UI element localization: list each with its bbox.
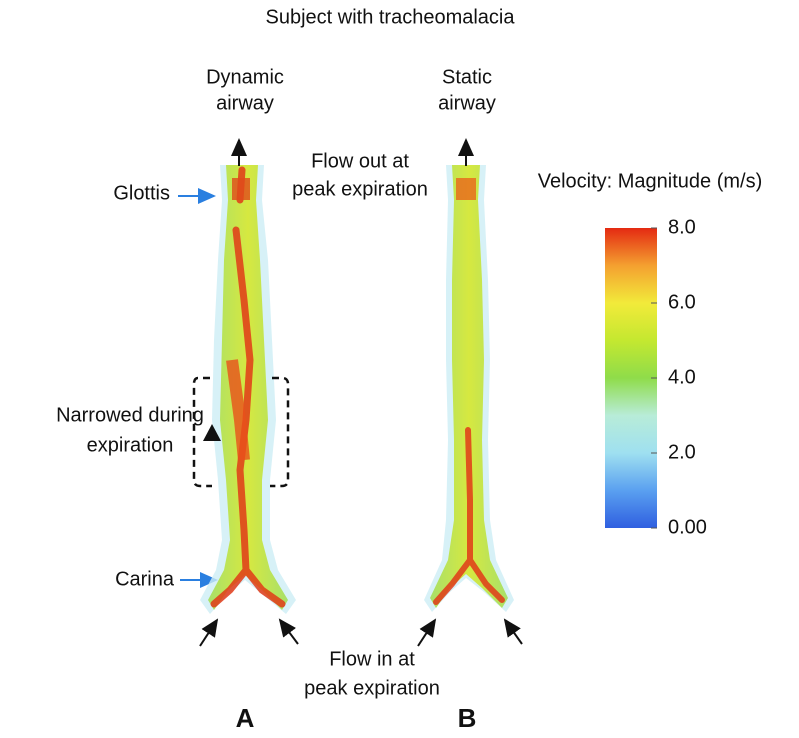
colorbar-tick-label: 6.0 <box>668 291 696 313</box>
annotation: peak expiration <box>304 677 440 699</box>
annotation: expiration <box>87 434 174 456</box>
annotation: peak expiration <box>292 178 428 200</box>
colorbar-tick-label: 8.0 <box>668 216 696 238</box>
narrowing-bracket <box>192 376 290 488</box>
colorbar-title: Velocity: Magnitude (m/s) <box>538 170 763 192</box>
panel-heading: Static <box>442 66 492 88</box>
figure-title: Subject with tracheomalacia <box>265 6 515 28</box>
panel-label: A <box>236 703 255 733</box>
colorbar-tick-label: 0.00 <box>668 516 707 538</box>
airway-dynamic <box>200 165 296 614</box>
colorbar-scale <box>605 228 657 528</box>
annotation: Flow in at <box>329 648 415 670</box>
colorbar-tick-label: 4.0 <box>668 366 696 388</box>
colorbar-tick-label: 2.0 <box>668 441 696 463</box>
airway-static <box>424 165 514 612</box>
panel-heading: Dynamic <box>206 66 284 88</box>
panel-heading: airway <box>438 92 496 114</box>
annotation: Carina <box>115 568 175 590</box>
colorbar: 8.0 6.0 4.0 2.0 0.00 <box>605 216 707 538</box>
flow-arrows <box>199 138 523 647</box>
annotation: Narrowed during <box>56 404 204 426</box>
panel-heading: airway <box>216 92 274 114</box>
panel-label: B <box>458 703 477 733</box>
annotation: Flow out at <box>311 150 409 172</box>
annotation: Glottis <box>113 182 170 204</box>
